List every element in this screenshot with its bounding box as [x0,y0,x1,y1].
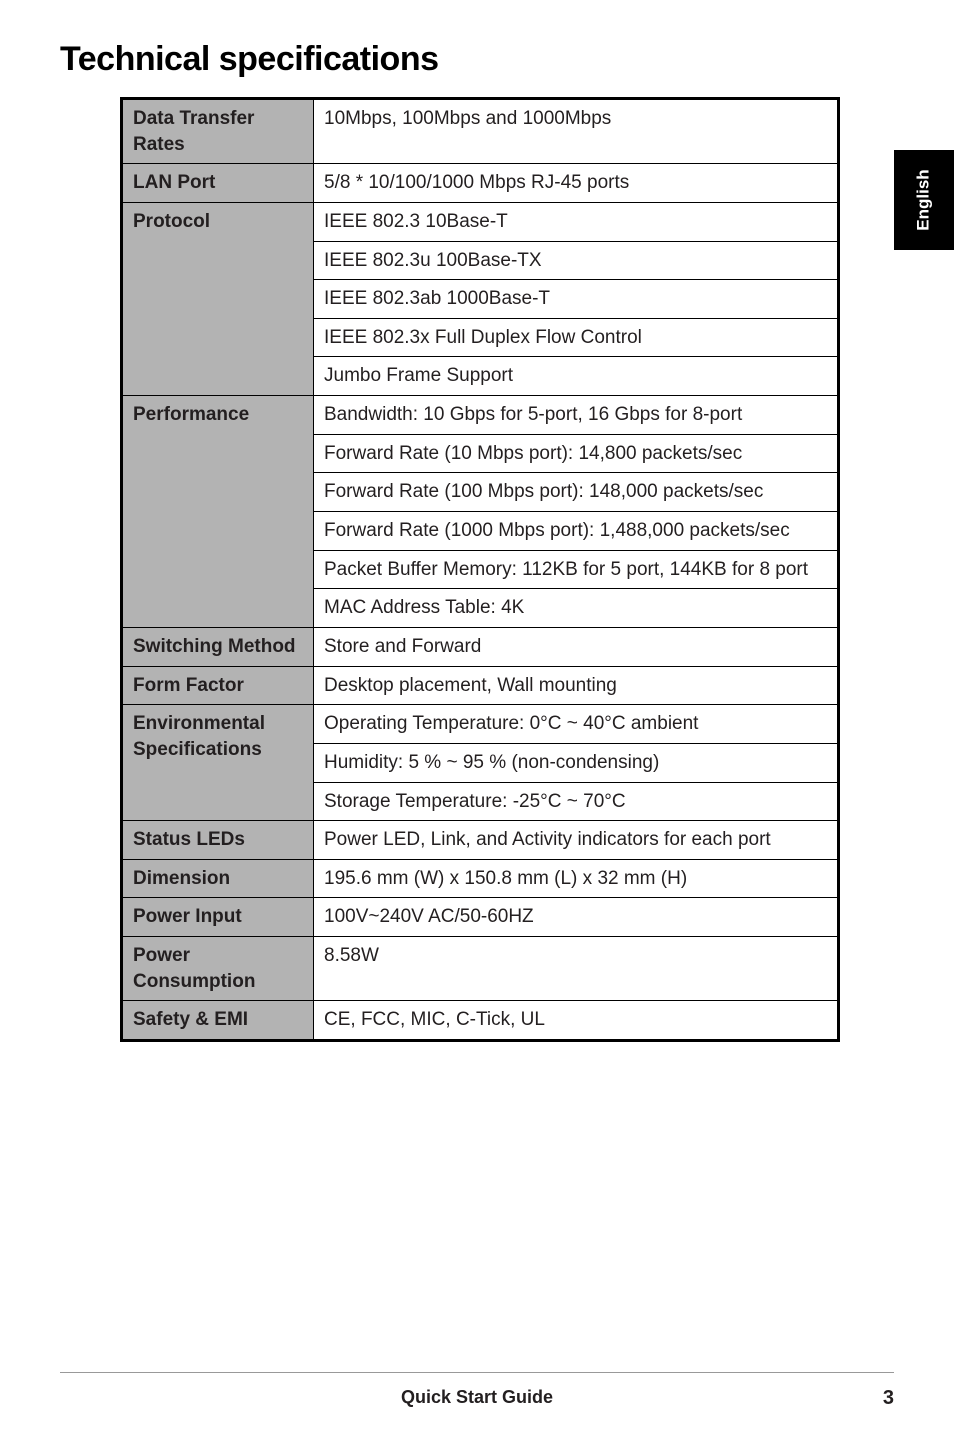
footer-divider [60,1372,894,1373]
spec-value: 100V~240V AC/50-60HZ [314,898,839,937]
spec-value: Packet Buffer Memory: 112KB for 5 port, … [314,550,839,589]
table-row: LAN Port5/8 * 10/100/1000 Mbps RJ-45 por… [122,164,839,203]
spec-value: Humidity: 5 % ~ 95 % (non-condensing) [314,743,839,782]
page-number: 3 [883,1387,894,1410]
spec-value: Forward Rate (1000 Mbps port): 1,488,000… [314,512,839,551]
spec-value: Jumbo Frame Support [314,357,839,396]
table-row: Power Consumption8.58W [122,937,839,1001]
spec-value: 10Mbps, 100Mbps and 1000Mbps [314,99,839,164]
table-row: Power Input100V~240V AC/50-60HZ [122,898,839,937]
spec-value: Power LED, Link, and Activity indicators… [314,821,839,860]
spec-value: Store and Forward [314,627,839,666]
spec-label: Power Consumption [122,937,314,1001]
footer: Quick Start Guide 3 [0,1372,954,1408]
specs-table-body: Data Transfer Rates10Mbps, 100Mbps and 1… [122,99,839,1041]
spec-label: LAN Port [122,164,314,203]
spec-value: IEEE 802.3ab 1000Base-T [314,280,839,319]
table-row: Form FactorDesktop placement, Wall mount… [122,666,839,705]
table-row: Environmental SpecificationsOperating Te… [122,705,839,744]
spec-value: 5/8 * 10/100/1000 Mbps RJ-45 ports [314,164,839,203]
spec-value: IEEE 802.3 10Base-T [314,202,839,241]
table-row: PerformanceBandwidth: 10 Gbps for 5-port… [122,396,839,435]
spec-value: IEEE 802.3u 100Base-TX [314,241,839,280]
spec-label: Dimension [122,859,314,898]
spec-value: Operating Temperature: 0°C ~ 40°C ambien… [314,705,839,744]
language-tab: English [894,150,954,250]
table-row: Dimension195.6 mm (W) x 150.8 mm (L) x 3… [122,859,839,898]
spec-label: Data Transfer Rates [122,99,314,164]
spec-value: CE, FCC, MIC, C-Tick, UL [314,1001,839,1041]
spec-value: Bandwidth: 10 Gbps for 5-port, 16 Gbps f… [314,396,839,435]
spec-label: Protocol [122,202,314,395]
table-row: Status LEDsPower LED, Link, and Activity… [122,821,839,860]
spec-value: Forward Rate (100 Mbps port): 148,000 pa… [314,473,839,512]
specs-table: Data Transfer Rates10Mbps, 100Mbps and 1… [120,97,840,1042]
spec-label: Status LEDs [122,821,314,860]
spec-label: Environmental Specifications [122,705,314,821]
language-tab-label: English [914,169,934,230]
table-row: Switching MethodStore and Forward [122,627,839,666]
spec-value: Storage Temperature: -25°C ~ 70°C [314,782,839,821]
spec-value: MAC Address Table: 4K [314,589,839,628]
table-row: Safety & EMICE, FCC, MIC, C-Tick, UL [122,1001,839,1041]
footer-title: Quick Start Guide [401,1387,553,1408]
spec-label: Switching Method [122,627,314,666]
spec-label: Safety & EMI [122,1001,314,1041]
spec-value: 8.58W [314,937,839,1001]
spec-label: Performance [122,396,314,628]
page-title: Technical specifications [60,40,894,79]
spec-label: Power Input [122,898,314,937]
spec-value: Desktop placement, Wall mounting [314,666,839,705]
spec-value: Forward Rate (10 Mbps port): 14,800 pack… [314,434,839,473]
table-row: Data Transfer Rates10Mbps, 100Mbps and 1… [122,99,839,164]
spec-value: IEEE 802.3x Full Duplex Flow Control [314,318,839,357]
spec-label: Form Factor [122,666,314,705]
spec-value: 195.6 mm (W) x 150.8 mm (L) x 32 mm (H) [314,859,839,898]
table-row: ProtocolIEEE 802.3 10Base-T [122,202,839,241]
